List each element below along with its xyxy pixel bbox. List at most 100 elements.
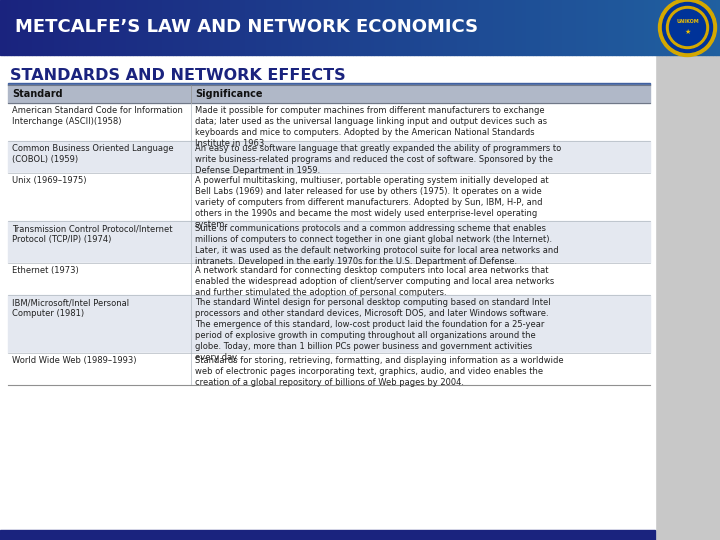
Bar: [176, 0, 180, 55]
Bar: [104, 0, 108, 55]
Bar: [22, 0, 25, 55]
Bar: [551, 0, 554, 55]
Bar: [713, 0, 716, 55]
Text: Suite of communications protocols and a common addressing scheme that enables
mi: Suite of communications protocols and a …: [195, 224, 559, 266]
Bar: [659, 0, 662, 55]
Bar: [407, 0, 410, 55]
Bar: [677, 0, 680, 55]
Bar: [205, 0, 209, 55]
Circle shape: [662, 3, 713, 52]
Bar: [608, 0, 612, 55]
Bar: [335, 0, 338, 55]
Bar: [616, 0, 619, 55]
Text: A powerful multitasking, multiuser, portable operating system initially develope: A powerful multitasking, multiuser, port…: [195, 176, 549, 230]
Bar: [65, 0, 68, 55]
Bar: [0, 0, 4, 55]
Text: STANDARDS AND NETWORK EFFECTS: STANDARDS AND NETWORK EFFECTS: [10, 68, 346, 83]
Bar: [698, 0, 702, 55]
Bar: [544, 0, 547, 55]
Bar: [79, 0, 83, 55]
Bar: [490, 0, 493, 55]
Bar: [230, 0, 234, 55]
Bar: [36, 0, 40, 55]
Bar: [122, 0, 126, 55]
Bar: [209, 0, 212, 55]
Bar: [270, 0, 274, 55]
Bar: [497, 0, 500, 55]
Bar: [8, 221, 650, 263]
Bar: [324, 0, 328, 55]
Bar: [500, 0, 504, 55]
Bar: [50, 0, 54, 55]
Bar: [518, 0, 522, 55]
Bar: [432, 0, 436, 55]
Bar: [25, 0, 29, 55]
Bar: [511, 0, 515, 55]
Bar: [702, 0, 706, 55]
Bar: [565, 0, 569, 55]
Bar: [191, 0, 194, 55]
Bar: [641, 0, 644, 55]
Bar: [328, 0, 331, 55]
Bar: [374, 0, 378, 55]
Bar: [130, 0, 133, 55]
Bar: [389, 0, 392, 55]
Bar: [8, 83, 650, 85]
Bar: [695, 0, 698, 55]
Bar: [313, 0, 317, 55]
Bar: [558, 0, 562, 55]
Bar: [706, 0, 709, 55]
Bar: [396, 0, 400, 55]
Bar: [652, 0, 655, 55]
Circle shape: [667, 6, 708, 49]
Bar: [29, 0, 32, 55]
Text: Significance: Significance: [195, 89, 263, 99]
Bar: [587, 0, 590, 55]
Bar: [18, 0, 22, 55]
Bar: [626, 0, 630, 55]
Bar: [583, 0, 587, 55]
Bar: [259, 0, 263, 55]
Bar: [299, 0, 302, 55]
Bar: [436, 0, 439, 55]
Bar: [331, 0, 335, 55]
Bar: [8, 353, 650, 385]
Bar: [173, 0, 176, 55]
Bar: [569, 0, 572, 55]
Bar: [482, 0, 486, 55]
Text: Standards for storing, retrieving, formatting, and displaying information as a w: Standards for storing, retrieving, forma…: [195, 356, 564, 387]
Bar: [508, 0, 511, 55]
Bar: [475, 0, 479, 55]
Bar: [198, 0, 202, 55]
Bar: [137, 0, 140, 55]
Bar: [504, 0, 508, 55]
Bar: [637, 0, 641, 55]
Text: Transmission Control Protocol/Internet
Protocol (TCP/IP) (1974): Transmission Control Protocol/Internet P…: [12, 224, 173, 244]
Bar: [428, 0, 432, 55]
Bar: [378, 0, 382, 55]
Bar: [212, 0, 216, 55]
Bar: [227, 0, 230, 55]
Bar: [47, 0, 50, 55]
Bar: [400, 0, 403, 55]
Bar: [547, 0, 551, 55]
Bar: [688, 0, 691, 55]
Bar: [605, 0, 608, 55]
Bar: [461, 0, 464, 55]
Bar: [4, 0, 7, 55]
Bar: [72, 0, 76, 55]
Bar: [0, 55, 655, 540]
Bar: [457, 0, 461, 55]
Bar: [8, 141, 650, 173]
Bar: [385, 0, 389, 55]
Bar: [630, 0, 634, 55]
Bar: [166, 0, 169, 55]
Text: Unix (1969–1975): Unix (1969–1975): [12, 176, 86, 185]
Bar: [346, 0, 349, 55]
Bar: [320, 0, 324, 55]
Bar: [220, 0, 223, 55]
Bar: [425, 0, 428, 55]
Bar: [54, 0, 58, 55]
Bar: [216, 0, 220, 55]
Bar: [594, 0, 598, 55]
